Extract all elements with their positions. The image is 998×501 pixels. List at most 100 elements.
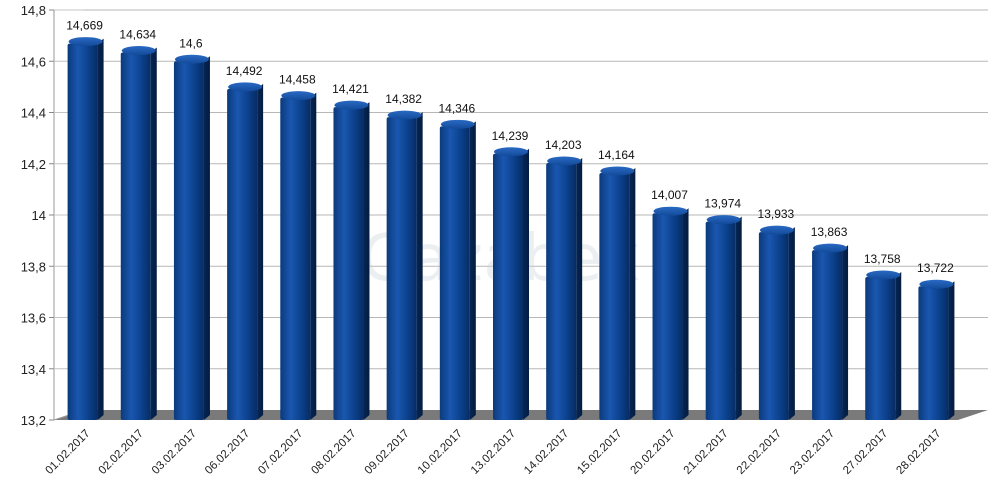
data-labels: 14,669 14,634 14,6 14,492 14,458 14,421 14,382… [66, 19, 954, 276]
bar-front [386, 117, 417, 421]
bar-top [387, 110, 422, 120]
bar-front [493, 153, 523, 420]
x-tick-label: 03.02.2017 [150, 428, 199, 477]
data-label: 13,863 [811, 225, 848, 239]
bar [865, 270, 902, 420]
bar-front [439, 126, 470, 421]
bar-side [629, 167, 636, 420]
x-tick-label: 08.02.2017 [309, 428, 358, 477]
y-tick-label: 13,4 [21, 362, 46, 377]
bar-top [866, 270, 901, 280]
x-tick-label: 22.02.2017 [735, 428, 784, 477]
x-tick-label: 06.02.2017 [203, 428, 252, 477]
bar-top [68, 37, 103, 47]
bar-top [813, 243, 848, 253]
data-label: 14,346 [438, 101, 475, 115]
bar-front [120, 52, 151, 420]
bar-front [812, 250, 843, 420]
bar-top [494, 147, 528, 157]
bar [333, 100, 370, 421]
bar-front [705, 221, 736, 420]
bar [386, 110, 423, 421]
bar-side [948, 281, 955, 420]
bar-side [310, 92, 317, 420]
bar-front [227, 88, 258, 421]
bar-top [174, 54, 209, 64]
bar [652, 206, 689, 420]
bar-top [281, 91, 316, 101]
bar [493, 147, 529, 420]
y-tick-label: 14,6 [21, 54, 46, 69]
bar-front [758, 232, 789, 420]
bar-front [918, 286, 949, 420]
x-tick-label: 15.02.2017 [575, 428, 624, 477]
bar [227, 82, 264, 421]
bar [758, 225, 795, 420]
bar [918, 279, 955, 420]
bar-side [895, 272, 902, 420]
bar-top [440, 119, 475, 129]
bar-side [788, 227, 795, 420]
bar-side [576, 157, 583, 420]
bar-side [469, 121, 476, 421]
bar-top [919, 279, 954, 289]
bar-side [682, 208, 689, 420]
x-tick-label: 02.02.2017 [97, 428, 146, 477]
data-label: 14,239 [492, 129, 529, 143]
bar-front [865, 277, 896, 420]
x-tick-label: 28.02.2017 [894, 428, 943, 477]
bar-side [523, 148, 529, 420]
bar [439, 119, 476, 421]
x-tick-label: 14.02.2017 [522, 428, 571, 477]
data-label: 14,421 [332, 82, 369, 96]
x-tick-label: 13.02.2017 [469, 428, 518, 477]
bar-side [735, 216, 742, 420]
bar-front [280, 97, 311, 420]
data-label: 14,007 [651, 188, 688, 202]
bar [705, 215, 742, 420]
bar-top [547, 156, 582, 166]
bar-front [333, 107, 364, 421]
data-label: 14,492 [226, 64, 263, 78]
x-tick-label: 10.02.2017 [416, 428, 465, 477]
bar [546, 156, 583, 420]
bar-side [257, 83, 264, 421]
data-label: 14,382 [385, 92, 422, 106]
data-label: 14,164 [598, 148, 635, 162]
x-tick-label: 09.02.2017 [363, 428, 412, 477]
bar [280, 91, 317, 420]
bar [67, 37, 104, 420]
bar-side [416, 112, 423, 421]
x-axis-ticks: 01.02.2017 02.02.2017 03.02.2017 06.02.2017… [44, 428, 944, 477]
data-label: 13,974 [704, 197, 741, 211]
bar-front [599, 172, 630, 420]
bar-top [653, 206, 688, 216]
data-label: 14,458 [279, 73, 316, 87]
bar-front [546, 162, 577, 420]
x-tick-label: 27.02.2017 [841, 428, 890, 477]
y-tick-label: 13,6 [21, 311, 46, 326]
data-label: 14,634 [119, 28, 156, 42]
bar-top [121, 46, 156, 56]
bar [812, 243, 849, 420]
y-axis-ticks: 13,2 13,4 13,6 13,8 14 14,2 14,4 14,6 14,8 [21, 3, 54, 428]
y-tick-label: 13,2 [21, 413, 46, 428]
x-tick-label: 07.02.2017 [256, 428, 305, 477]
y-tick-label: 14,8 [21, 3, 46, 18]
data-label: 13,933 [758, 207, 795, 221]
y-tick-label: 14,4 [21, 106, 46, 121]
data-label: 14,669 [66, 19, 103, 33]
data-label: 14,6 [179, 36, 203, 50]
bar-top [334, 100, 369, 110]
bar-front [652, 213, 683, 420]
bar [120, 46, 157, 420]
x-tick-label: 01.02.2017 [44, 428, 93, 477]
bars [67, 37, 955, 421]
bar-top [228, 82, 263, 92]
bar-top [759, 225, 794, 235]
bar-front [67, 43, 98, 420]
bar-side [150, 47, 157, 420]
x-tick-label: 20.02.2017 [628, 428, 677, 477]
